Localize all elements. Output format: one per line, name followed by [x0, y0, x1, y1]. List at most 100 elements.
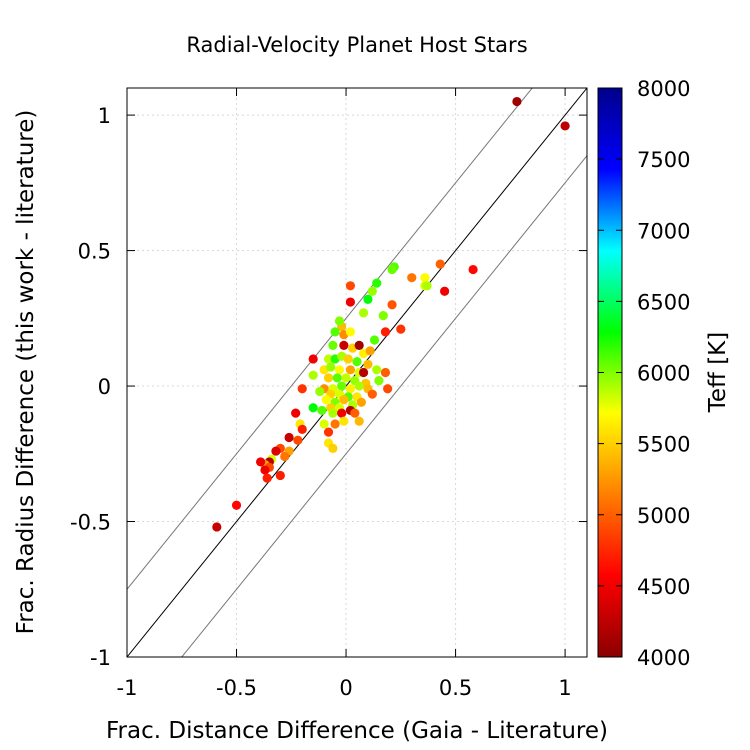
y-tick-label: -1	[90, 646, 111, 670]
colorbar-tick-label: 6000	[637, 362, 690, 386]
data-point	[345, 384, 356, 394]
data-point	[435, 259, 445, 269]
data-point	[262, 473, 272, 483]
x-tick-label: 0.5	[439, 676, 472, 700]
data-point	[396, 324, 406, 334]
data-point	[334, 316, 345, 326]
colorbar-label: Teff [K]	[705, 332, 731, 413]
x-tick-label: -1	[117, 676, 138, 700]
data-point	[365, 346, 375, 356]
colorbar-tick-label: 6500	[637, 290, 690, 314]
data-point	[358, 367, 369, 378]
data-point	[323, 354, 334, 364]
data-point	[339, 416, 349, 426]
data-point	[354, 340, 364, 351]
data-points	[212, 96, 570, 532]
chart-title: Radial-Velocity Planet Host Stars	[186, 33, 527, 57]
x-tick-label: 0	[339, 676, 352, 700]
data-point	[315, 386, 325, 397]
data-point	[330, 419, 340, 429]
y-tick-label: 1	[98, 104, 111, 128]
data-point	[367, 286, 377, 296]
data-point	[354, 381, 364, 391]
data-point	[468, 264, 478, 275]
y-tick-label: 0	[98, 375, 111, 399]
data-point	[339, 394, 349, 405]
data-point	[330, 327, 340, 337]
axis-ticks	[126, 88, 587, 658]
colorbar-tick-label: 8000	[637, 77, 690, 101]
x-axis-label: Frac. Distance Difference (Gaia - Litera…	[106, 718, 608, 744]
data-point	[297, 384, 307, 394]
data-point	[420, 273, 430, 283]
data-point	[284, 432, 294, 443]
data-point	[378, 311, 388, 321]
data-point	[319, 419, 329, 429]
data-point	[380, 327, 391, 337]
x-tick-label: -0.5	[216, 676, 257, 700]
data-point	[271, 446, 281, 456]
data-point	[560, 121, 570, 131]
data-point	[339, 340, 349, 351]
plot-frame	[126, 87, 588, 658]
data-point	[372, 365, 382, 375]
data-point	[323, 373, 334, 383]
x-tick-labels: -1 -0.5 0 0.5 1	[117, 676, 572, 700]
data-point	[332, 373, 342, 383]
data-point	[363, 294, 373, 304]
colorbar-tick-label: 7000	[637, 219, 690, 243]
colorbar-tick-label: 5500	[637, 433, 690, 457]
y-tick-label: -0.5	[70, 511, 111, 535]
y-tick-label: 0.5	[78, 240, 111, 264]
data-point	[317, 405, 327, 416]
colorbar-tick-label: 4500	[637, 575, 690, 599]
data-point	[334, 365, 345, 375]
data-point	[358, 308, 369, 318]
data-point	[369, 335, 380, 345]
data-point	[231, 500, 242, 510]
data-point	[297, 424, 307, 434]
data-point	[328, 340, 338, 351]
data-point	[256, 457, 266, 467]
data-point	[345, 365, 356, 375]
data-point	[345, 281, 356, 291]
data-point	[323, 427, 334, 437]
data-point	[422, 281, 432, 291]
y-tick-labels: -1 -0.5 0 0.5 1	[70, 104, 111, 670]
colorbar-ticks	[598, 87, 622, 658]
data-point	[291, 408, 301, 418]
data-point	[356, 397, 366, 407]
data-point	[341, 373, 351, 383]
colorbar-tick-label: 7500	[637, 148, 690, 172]
data-point	[440, 286, 450, 296]
data-point	[260, 465, 270, 475]
data-point	[367, 389, 377, 399]
data-point	[343, 354, 353, 364]
data-point	[407, 273, 417, 283]
data-point	[337, 408, 347, 418]
colorbar-tick-labels: 4000 4500 5000 5500 6000 6500 7000 7500 8000	[637, 77, 690, 670]
x-tick-label: 1	[558, 676, 571, 700]
colorbar-tick-label: 4000	[637, 646, 690, 670]
colorbar-tick-label: 5000	[637, 504, 690, 528]
data-point	[512, 96, 522, 107]
data-point	[328, 408, 338, 418]
data-point	[354, 416, 364, 426]
reference-line-upper-offset	[127, 88, 533, 590]
data-point	[352, 357, 362, 367]
data-point	[372, 278, 382, 288]
data-point	[321, 394, 331, 405]
data-point	[387, 264, 397, 275]
data-point	[345, 297, 356, 307]
data-point	[308, 370, 318, 380]
data-point	[363, 359, 373, 369]
data-point	[212, 522, 222, 532]
data-point	[280, 451, 290, 462]
data-point	[308, 354, 318, 364]
data-point	[387, 300, 397, 310]
data-point	[380, 367, 391, 378]
data-point	[328, 443, 338, 453]
data-point	[308, 403, 318, 413]
reference-line-lower-offset	[181, 155, 587, 657]
